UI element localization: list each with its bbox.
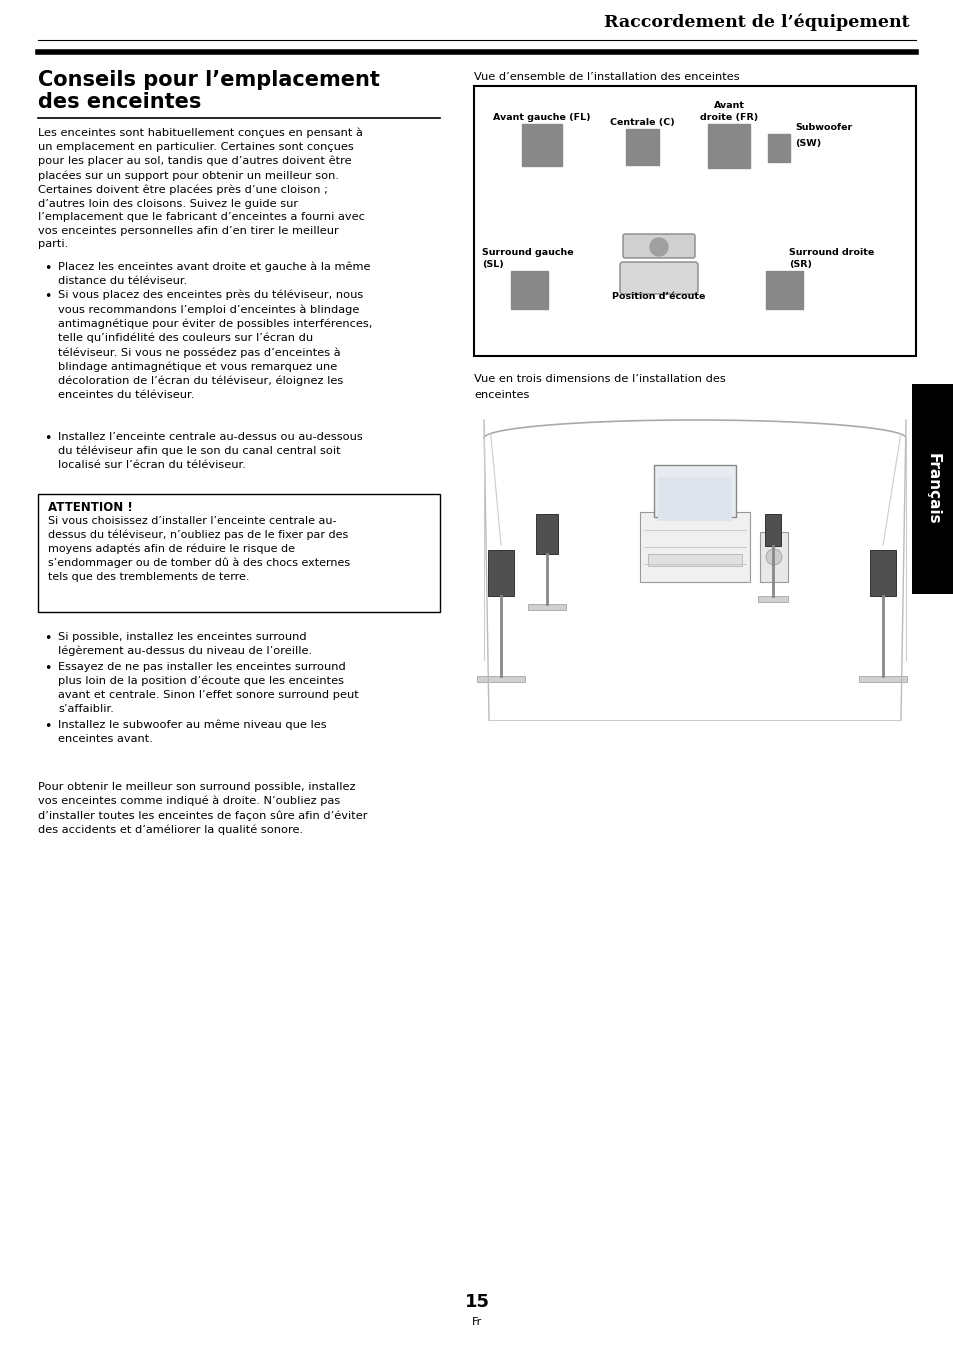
Bar: [488, 550, 514, 596]
Text: Subwoofer: Subwoofer: [794, 123, 851, 132]
Bar: [625, 129, 659, 164]
Text: Surround gauche: Surround gauche: [481, 248, 573, 257]
Bar: [858, 675, 906, 682]
Text: Placez les enceintes avant droite et gauche à la même
distance du téléviseur.: Placez les enceintes avant droite et gau…: [58, 262, 370, 286]
Bar: [511, 271, 547, 309]
Bar: [38, 493, 439, 612]
Text: Vue en trois dimensions de l’installation des: Vue en trois dimensions de l’installatio…: [474, 373, 725, 384]
Text: •: •: [44, 431, 51, 445]
Text: (SR): (SR): [788, 260, 811, 270]
Text: droite (FR): droite (FR): [700, 113, 758, 123]
Bar: [760, 532, 787, 582]
Bar: [476, 675, 524, 682]
Bar: [647, 554, 741, 566]
Bar: [536, 514, 558, 554]
Text: Vue d’ensemble de l’installation des enceintes: Vue d’ensemble de l’installation des enc…: [474, 71, 739, 82]
Text: Fr: Fr: [472, 1317, 481, 1326]
Text: (SL): (SL): [481, 260, 503, 270]
Text: Si vous choisissez d’installer l’enceinte centrale au-
dessus du téléviseur, n’o: Si vous choisissez d’installer l’enceint…: [48, 516, 350, 581]
Text: Raccordement de l’équipement: Raccordement de l’équipement: [604, 13, 909, 31]
Text: ATTENTION !: ATTENTION !: [48, 501, 132, 514]
Text: Français: Français: [924, 453, 940, 524]
Text: •: •: [44, 262, 51, 275]
Bar: [911, 384, 953, 594]
Text: Avant gauche (FL): Avant gauche (FL): [493, 113, 590, 123]
Text: Centrale (C): Centrale (C): [609, 119, 674, 127]
Text: 15: 15: [464, 1293, 489, 1312]
Bar: [654, 465, 735, 518]
Text: Les enceintes sont habituellement conçues en pensant à
un emplacement en particu: Les enceintes sont habituellement conçue…: [38, 128, 364, 249]
Text: •: •: [44, 290, 51, 303]
Text: •: •: [44, 632, 51, 644]
Text: Surround droite: Surround droite: [788, 248, 873, 257]
FancyBboxPatch shape: [622, 235, 695, 257]
Text: Avant: Avant: [713, 101, 743, 111]
Bar: [869, 550, 895, 596]
Bar: [658, 477, 731, 520]
Text: Installez le subwoofer au même niveau que les
enceintes avant.: Installez le subwoofer au même niveau qu…: [58, 720, 326, 744]
Text: •: •: [44, 720, 51, 733]
Bar: [758, 596, 787, 603]
Text: (SW): (SW): [794, 139, 821, 148]
Text: •: •: [44, 662, 51, 675]
Bar: [767, 133, 789, 162]
Circle shape: [649, 239, 667, 256]
Text: Si vous placez des enceintes près du téléviseur, nous
vous recommandons l’emploi: Si vous placez des enceintes près du tél…: [58, 290, 372, 400]
Text: Si possible, installez les enceintes surround
légèrement au-dessus du niveau de : Si possible, installez les enceintes sur…: [58, 632, 312, 656]
Bar: [707, 124, 749, 168]
Text: enceintes: enceintes: [474, 390, 529, 400]
Text: Installez l’enceinte centrale au-dessus ou au-dessous
du téléviseur afin que le : Installez l’enceinte centrale au-dessus …: [58, 431, 362, 470]
FancyBboxPatch shape: [619, 262, 698, 294]
Bar: [527, 604, 565, 611]
Text: Pour obtenir le meilleur son surround possible, installez
vos enceintes comme in: Pour obtenir le meilleur son surround po…: [38, 782, 367, 834]
Bar: [521, 124, 561, 166]
Bar: [764, 514, 781, 546]
Text: Conseils pour l’emplacement: Conseils pour l’emplacement: [38, 70, 379, 90]
Text: Position d’écoute: Position d’écoute: [612, 293, 705, 301]
Text: Essayez de ne pas installer les enceintes surround
plus loin de la position d’éc: Essayez de ne pas installer les enceinte…: [58, 662, 358, 713]
Bar: [639, 512, 749, 582]
Text: des enceintes: des enceintes: [38, 92, 201, 112]
Bar: [765, 271, 802, 309]
Bar: [474, 86, 915, 356]
Circle shape: [765, 549, 781, 565]
